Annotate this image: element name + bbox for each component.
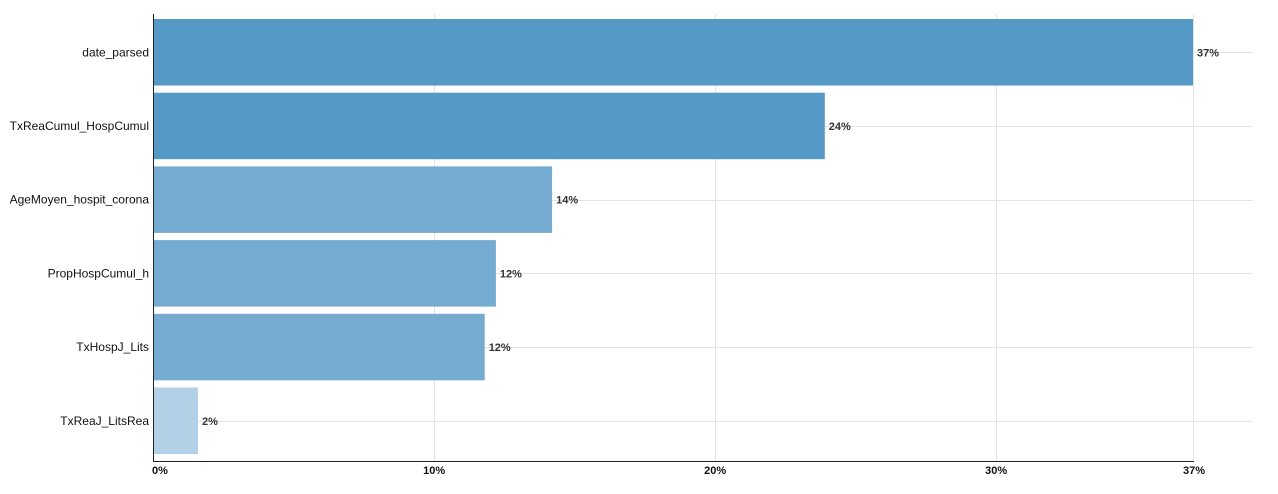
bar-layer: [153, 19, 1193, 454]
x-tick-label: 37%: [1183, 465, 1205, 477]
data-label: 12%: [489, 342, 511, 354]
category-label: TxHospJ_Lits: [76, 340, 149, 354]
bar: [153, 313, 485, 381]
data-label: 37%: [1197, 47, 1219, 59]
category-label: PropHospCumul_h: [48, 266, 149, 280]
category-label: TxReaCumul_HospCumul: [10, 119, 149, 133]
data-label: 2%: [202, 416, 218, 428]
label-layer: date_parsed 37% TxReaCumul_HospCumul 24% Age…: [10, 45, 1220, 428]
bar: [153, 166, 553, 233]
x-tick-label: 0%: [152, 465, 168, 477]
category-label: TxReaJ_LitsRea: [60, 414, 149, 428]
x-tick-label: 20%: [704, 465, 726, 477]
bar: [153, 240, 496, 307]
x-axis: 0% 10% 20% 30% 37%: [152, 14, 1205, 477]
x-tick-label: 30%: [985, 465, 1007, 477]
data-label: 14%: [556, 195, 578, 207]
bar: [153, 19, 1193, 86]
category-label: date_parsed: [82, 45, 149, 59]
data-label: 12%: [500, 268, 522, 280]
category-label: AgeMoyen_hospit_corona: [10, 193, 150, 207]
data-label: 24%: [829, 121, 851, 133]
bar: [153, 92, 825, 160]
x-tick-label: 10%: [423, 465, 445, 477]
bar: [153, 387, 198, 454]
